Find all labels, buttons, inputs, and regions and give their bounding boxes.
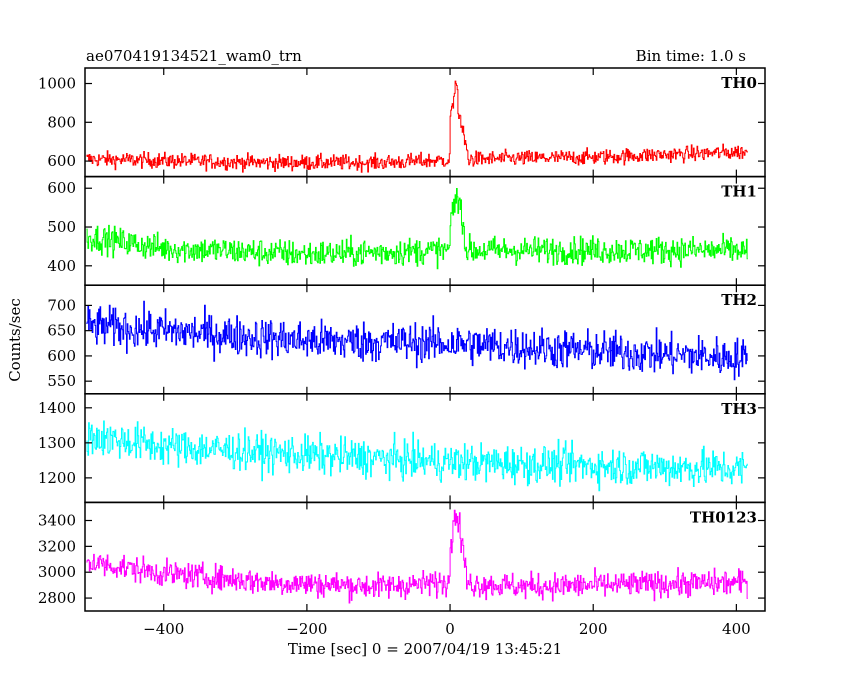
y-tick-label: 700: [47, 296, 76, 314]
panel-th0: 600 800 1000 TH0: [38, 67, 766, 178]
y-tick-label: 1300: [38, 434, 76, 452]
panel-label: TH1: [721, 183, 757, 201]
series-line-th0: [86, 80, 748, 173]
panels-group: 600 800 1000 TH0 400 500 600 TH1 550 600 650 700 TH2…: [38, 67, 766, 638]
panel-th2: 550 600 650 700 TH2: [47, 284, 766, 395]
y-tick-label: 500: [47, 218, 76, 236]
y-tick-label: 800: [47, 113, 76, 131]
chart-title: ae070419134521_wam0_trn: [86, 47, 302, 65]
y-tick-label: 3000: [38, 563, 76, 581]
panel-label: TH0123: [690, 508, 757, 526]
y-tick-label: 2800: [38, 589, 76, 607]
panel-th1: 400 500 600 TH1: [47, 175, 766, 286]
y-axis-label: Counts/sec: [6, 298, 24, 382]
y-tick-label: 1000: [38, 75, 76, 93]
panel-th3: 1200 1300 1400 TH3: [38, 393, 766, 504]
panel-th0123: 2800 3000 3200 3400 TH0123: [38, 501, 766, 612]
series-line-th1: [86, 188, 748, 270]
series-line-th0123: [86, 509, 748, 604]
panel-label: TH3: [721, 400, 757, 418]
y-tick-label: 600: [47, 347, 76, 365]
panel-label: TH0: [721, 74, 757, 92]
series-line-th3: [86, 420, 748, 492]
x-tick-label: 200: [579, 620, 608, 638]
panel-frame: [84, 175, 766, 286]
y-tick-label: 3400: [38, 512, 76, 530]
bin-time-label: Bin time: 1.0 s: [636, 47, 746, 65]
series-line-th2: [86, 300, 748, 381]
x-tick-label: 0: [445, 620, 455, 638]
panel-frame: [84, 67, 766, 178]
y-tick-label: 650: [47, 322, 76, 340]
y-tick-label: 1200: [38, 469, 76, 487]
panel-frame: [84, 284, 766, 395]
y-tick-label: 400: [47, 257, 76, 275]
y-tick-label: 3200: [38, 537, 76, 555]
y-tick-label: 1400: [38, 399, 76, 417]
x-tick-label: 400: [722, 620, 751, 638]
x-axis-label: Time [sec] 0 = 2007/04/19 13:45:21: [288, 640, 562, 658]
y-tick-label: 550: [47, 372, 76, 390]
y-tick-label: 600: [47, 152, 76, 170]
panel-label: TH2: [721, 291, 757, 309]
x-tick-label: −200: [286, 620, 327, 638]
panel-frame: [84, 501, 766, 612]
x-tick-label: −400: [143, 620, 184, 638]
y-tick-label: 600: [47, 179, 76, 197]
